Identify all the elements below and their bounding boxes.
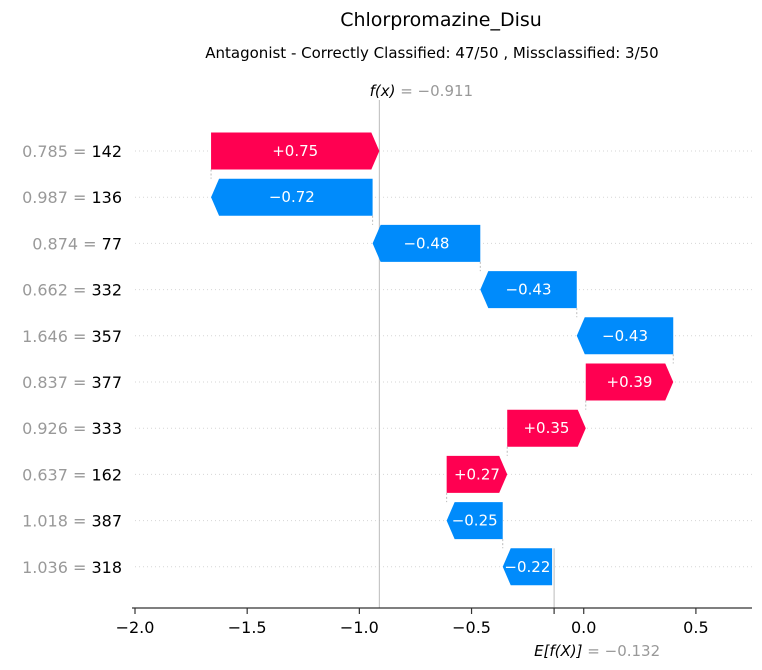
bar-value-label: +0.39 <box>607 373 653 391</box>
ex-label: E[f(X)] = −0.132 <box>534 642 660 660</box>
feature-name: 318 <box>91 558 122 577</box>
feature-value: 0.662 = <box>22 281 91 300</box>
bar-value-label: −0.43 <box>506 281 552 299</box>
feature-value: 0.987 = <box>22 188 91 207</box>
x-tick-label: −0.5 <box>452 618 491 637</box>
feature-label: 1.646 = 357 <box>22 327 122 346</box>
bar-negative <box>372 224 481 262</box>
chart-title: Chlorpromazine_Disu <box>340 9 542 31</box>
expected-value-annotation: E[f(X)] = −0.132 <box>534 642 660 660</box>
feature-value: 0.874 = <box>32 234 101 253</box>
feature-label: 0.874 = 77 <box>32 234 122 253</box>
feature-label: 0.662 = 332 <box>22 281 122 300</box>
bar-positive <box>507 409 586 447</box>
feature-value: 0.837 = <box>22 373 91 392</box>
feature-value: 1.646 = <box>22 327 91 346</box>
feature-value: 1.018 = <box>22 512 91 531</box>
feature-name: 77 <box>102 234 122 253</box>
x-tick-label: 0.0 <box>571 618 596 637</box>
bar-value-label: +0.27 <box>454 465 500 483</box>
feature-value: 0.785 = <box>22 142 91 161</box>
bar-value-label: −0.43 <box>602 327 648 345</box>
feature-label: 0.926 = 333 <box>22 419 122 438</box>
bar-value-label: −0.25 <box>452 512 498 530</box>
bar-negative <box>502 548 553 586</box>
feature-label: 1.018 = 387 <box>22 512 122 531</box>
ex-value: = −0.132 <box>583 642 661 660</box>
feature-value: 1.036 = <box>22 558 91 577</box>
feature-name: 387 <box>91 512 122 531</box>
feature-label: 0.837 = 377 <box>22 373 122 392</box>
fx-label: f(x) = −0.911 <box>370 82 474 100</box>
bar-positive <box>211 132 380 170</box>
bar-value-label: −0.72 <box>269 188 315 206</box>
bars: +0.75 −0.72 −0.48 −0.43 −0.43 +0.39 +0.35 +0.27… <box>210 132 674 586</box>
feature-value: 0.637 = <box>22 465 91 484</box>
bar-value-label: +0.75 <box>272 142 318 160</box>
fx-annotation: f(x) = −0.911 <box>370 82 474 100</box>
feature-label: 0.987 = 136 <box>22 188 122 207</box>
feature-name: 162 <box>91 465 122 484</box>
feature-label: 1.036 = 318 <box>22 558 122 577</box>
feature-name: 357 <box>91 327 122 346</box>
x-tick-label: −2.0 <box>116 618 155 637</box>
feature-name: 142 <box>91 142 122 161</box>
bar-negative <box>576 317 674 355</box>
bar-positive <box>446 455 508 493</box>
feature-name: 333 <box>91 419 122 438</box>
feature-name: 136 <box>91 188 122 207</box>
bar-positive <box>585 363 674 401</box>
bar-value-label: +0.35 <box>523 419 569 437</box>
feature-name: 377 <box>91 373 122 392</box>
fx-symbol: f(x) <box>370 82 396 100</box>
bar-value-label: −0.48 <box>403 234 449 252</box>
x-tick-label: 0.5 <box>683 618 708 637</box>
bar-negative <box>480 271 577 309</box>
bar-negative <box>211 178 373 216</box>
chart-subtitle: Antagonist - Correctly Classified: 47/50… <box>205 44 658 62</box>
bar-negative <box>446 502 503 540</box>
x-tick-label: −1.5 <box>228 618 267 637</box>
x-axis: −2.0 −1.5 −1.0 −0.5 0.0 0.5 <box>116 607 752 637</box>
fx-value: = −0.911 <box>395 82 473 100</box>
ex-symbol: E[f(X)] <box>534 642 583 660</box>
feature-value: 0.926 = <box>22 419 91 438</box>
feature-name: 332 <box>91 281 122 300</box>
feature-labels: 0.785 = 142 0.987 = 136 0.874 = 77 0.662 = … <box>22 142 122 577</box>
feature-label: 0.785 = 142 <box>22 142 122 161</box>
x-tick-label: −1.0 <box>340 618 379 637</box>
feature-label: 0.637 = 162 <box>22 465 122 484</box>
reference-lines <box>378 100 555 608</box>
bar-value-label: −0.22 <box>504 558 550 576</box>
